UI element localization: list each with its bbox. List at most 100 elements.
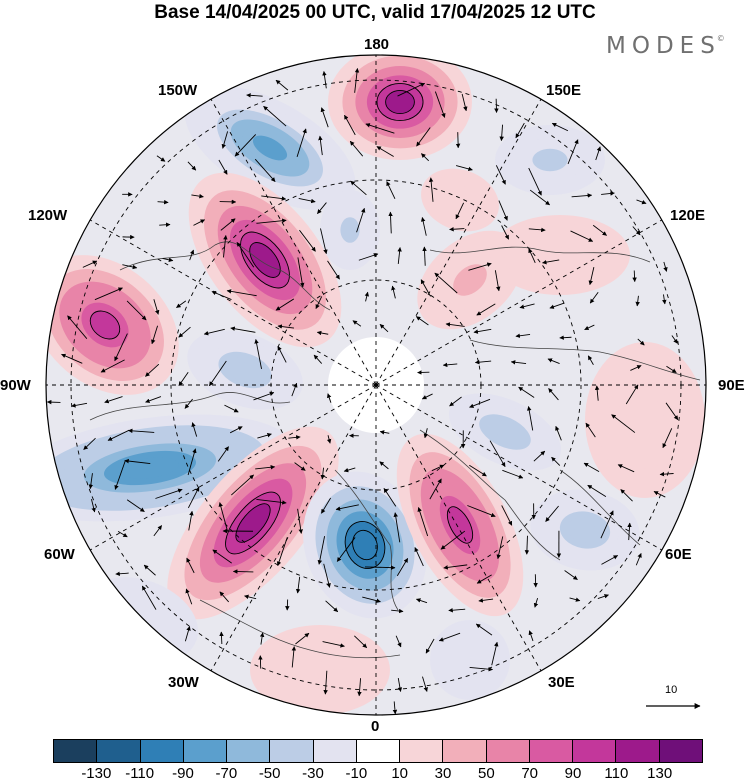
wind-vector — [584, 324, 595, 331]
wind-vector — [379, 323, 389, 333]
wind-vector — [219, 591, 230, 603]
wind-vector — [588, 267, 595, 286]
wind-vector — [184, 398, 193, 409]
wind-vector — [379, 430, 390, 435]
wind-vector — [323, 670, 328, 695]
wind-vector — [632, 226, 641, 236]
wind-vector — [442, 362, 458, 368]
anomaly-center — [421, 168, 499, 232]
anomaly-band — [546, 247, 574, 263]
wind-vector — [336, 537, 356, 562]
wind-vector — [257, 432, 272, 439]
wind-vector — [391, 285, 396, 299]
geopotential-contour — [446, 506, 474, 544]
wind-vector — [533, 598, 539, 608]
wind-vector — [255, 465, 276, 470]
anomaly-band — [574, 521, 596, 539]
anomaly-band — [447, 506, 473, 544]
wind-vector — [298, 198, 316, 204]
wind-vector — [455, 202, 465, 220]
wind-vector — [583, 462, 600, 473]
wind-vector — [473, 328, 492, 334]
wind-vector — [549, 302, 565, 309]
meridian-line — [89, 219, 377, 386]
wind-vector — [393, 512, 401, 543]
wind-vector — [474, 359, 492, 365]
wind-vector — [159, 222, 171, 227]
wind-vector — [396, 557, 409, 577]
longitude-label: 60E — [665, 546, 692, 563]
coastline — [469, 339, 701, 381]
wind-vector — [322, 641, 345, 648]
wind-vector — [445, 322, 465, 327]
wind-vector — [391, 608, 404, 614]
colorbar-tick-label: 90 — [564, 765, 582, 782]
wind-vector — [326, 435, 332, 444]
wind-vector — [632, 270, 637, 283]
anomaly-center — [250, 625, 390, 715]
wind-vector — [358, 253, 379, 261]
wind-vector — [475, 623, 493, 636]
colorbar-tick-label: -90 — [172, 765, 194, 782]
wind-vector — [587, 484, 607, 497]
wind-vector — [315, 296, 323, 310]
wind-vector — [423, 428, 429, 439]
wind-vector — [297, 257, 305, 288]
coastline — [199, 599, 401, 659]
longitude-label: 60W — [44, 546, 75, 563]
map-title: Base 14/04/2025 00 UTC, valid 17/04/2025… — [154, 2, 596, 23]
wind-vector — [635, 552, 642, 566]
geopotential-contour — [376, 82, 424, 122]
wind-vector — [429, 478, 442, 500]
wind-vector — [489, 440, 506, 468]
anomaly-band — [249, 242, 281, 278]
wind-vector — [620, 489, 633, 502]
wind-vector — [100, 359, 125, 373]
wind-vector — [476, 574, 492, 584]
wind-vector — [321, 497, 332, 514]
wind-vector — [317, 202, 327, 214]
colorbar-tick-label: 50 — [477, 765, 495, 782]
wind-vector — [327, 260, 340, 280]
wind-vector — [397, 82, 426, 97]
wind-vector — [191, 193, 204, 199]
wind-vector — [320, 107, 329, 128]
wind-vectors — [46, 67, 679, 715]
wind-vector — [438, 632, 461, 642]
longitude-label: 150W — [158, 82, 198, 99]
anomaly-band — [121, 457, 179, 479]
wind-vector — [397, 677, 403, 692]
wind-vector — [219, 631, 224, 645]
colorbar-bin — [529, 740, 574, 762]
wind-vector — [254, 339, 262, 369]
wind-vector — [494, 270, 501, 292]
anomaly-band — [235, 503, 271, 543]
anomaly-band — [352, 530, 378, 560]
colorbar-bin — [356, 740, 401, 762]
wind-vector — [153, 299, 160, 315]
colorbar-tick-label: -70 — [215, 765, 238, 782]
wind-vector — [313, 354, 323, 364]
wind-vector — [496, 536, 504, 560]
colorbar-bin — [443, 740, 487, 762]
wind-vector — [528, 167, 542, 196]
wind-vector — [636, 199, 647, 205]
wind-vector — [416, 127, 431, 147]
wind-vector — [184, 625, 191, 642]
geopotential-contour — [249, 242, 281, 278]
wind-vector — [275, 79, 289, 91]
wind-vector — [203, 328, 225, 336]
wind-vector — [357, 678, 362, 697]
wind-vector — [191, 422, 198, 437]
wind-vector — [221, 131, 229, 149]
meridian-line — [375, 219, 663, 386]
wind-vector — [519, 303, 535, 309]
meridian-line — [375, 98, 542, 386]
wind-vector — [343, 467, 356, 473]
wind-vector — [297, 508, 303, 534]
wind-vector — [259, 632, 265, 645]
wind-vector — [212, 549, 232, 564]
wind-vector — [498, 200, 508, 221]
colorbar-bin — [140, 740, 184, 762]
wind-vector — [379, 461, 389, 470]
